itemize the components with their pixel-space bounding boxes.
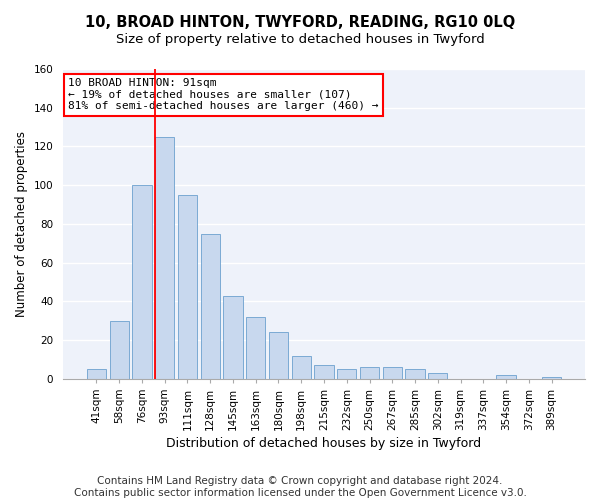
Text: 10, BROAD HINTON, TWYFORD, READING, RG10 0LQ: 10, BROAD HINTON, TWYFORD, READING, RG10… [85,15,515,30]
Text: Contains HM Land Registry data © Crown copyright and database right 2024.
Contai: Contains HM Land Registry data © Crown c… [74,476,526,498]
Bar [87,369,106,379]
Bar [542,377,561,379]
Bar [406,369,425,379]
Bar [110,321,129,379]
Bar [132,185,152,379]
Bar [337,369,356,379]
Bar [269,332,288,379]
Text: 10 BROAD HINTON: 91sqm
← 19% of detached houses are smaller (107)
81% of semi-de: 10 BROAD HINTON: 91sqm ← 19% of detached… [68,78,379,112]
Bar [200,234,220,379]
Bar [223,296,242,379]
Bar [360,368,379,379]
Bar [428,373,448,379]
Y-axis label: Number of detached properties: Number of detached properties [15,131,28,317]
Bar [314,366,334,379]
Bar [383,368,402,379]
Bar [178,195,197,379]
X-axis label: Distribution of detached houses by size in Twyford: Distribution of detached houses by size … [166,437,482,450]
Bar [496,375,516,379]
Text: Size of property relative to detached houses in Twyford: Size of property relative to detached ho… [116,32,484,46]
Bar [292,356,311,379]
Bar [246,317,265,379]
Bar [155,137,175,379]
